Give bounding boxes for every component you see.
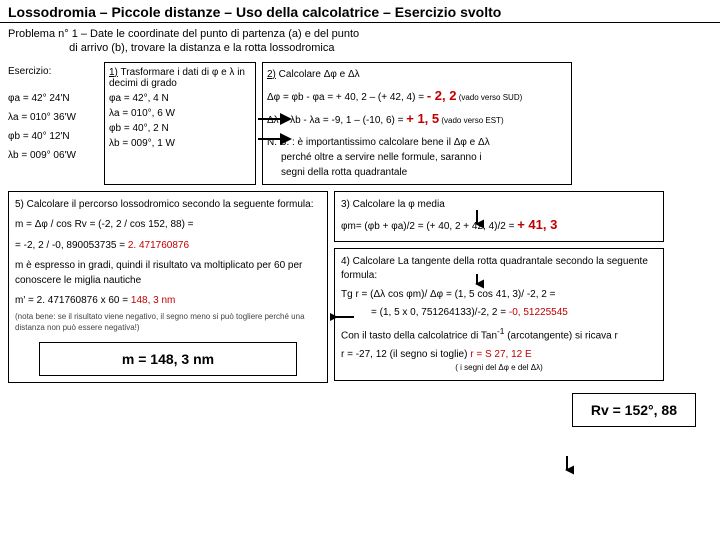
- step4-title: 4) Calcolare La tangente della rotta qua…: [341, 255, 657, 284]
- arrow-icon: [560, 456, 574, 476]
- lambda-a: λa = 010° 36'W: [8, 108, 98, 127]
- arrow-icon: [258, 132, 296, 146]
- step4-r1b: r = S 27, 12 E: [470, 349, 531, 360]
- step4-rnote: ( i segni del Δφ e del Δλ): [341, 362, 657, 374]
- step1-lb: λb = 009°, 1 W: [109, 138, 251, 149]
- dphi-note: (vado verso SUD): [456, 93, 522, 102]
- step1-phib: φb = 40°, 2 N: [109, 123, 251, 134]
- step-4-box: 4) Calcolare La tangente della rotta qua…: [334, 248, 664, 381]
- step4-r1a: r = -27, 12 (il segno si toglie): [341, 349, 470, 360]
- step2-num: 2): [267, 69, 276, 80]
- dphi-value: - 2, 2: [427, 88, 457, 103]
- dlambda-value: + 1, 5: [406, 111, 439, 126]
- step4-f2b: -0, 51225545: [509, 307, 568, 318]
- step4-f2a: = (1, 5 x 0, 751264133)/-2, 2 =: [371, 307, 509, 318]
- exercise-data: Esercizio: φa = 42° 24'N λa = 010° 36'W …: [8, 62, 98, 185]
- arrow-icon: [470, 210, 484, 230]
- step5-note: (nota bene: se il risultato viene negati…: [15, 309, 321, 336]
- nb-line2: perché oltre a servire nelle formule, sa…: [267, 150, 567, 165]
- step-5-box: 5) Calcolare il percorso lossodromico se…: [8, 191, 328, 383]
- step5-f1: m = Δφ / cos Rv = (-2, 2 / cos 152, 88) …: [15, 218, 321, 233]
- exercise-label: Esercizio:: [8, 62, 98, 81]
- problem-statement: Problema n° 1 – Date le coordinate del p…: [0, 23, 720, 60]
- step1-num: 1): [109, 67, 118, 78]
- step-2-box: 2) Calcolare Δφ e Δλ Δφ = φb - φa = + 40…: [262, 62, 572, 185]
- arrow-icon: [258, 112, 296, 126]
- step2-title: Calcolare Δφ e Δλ: [276, 69, 360, 80]
- subtitle-line1: Problema n° 1 – Date le coordinate del p…: [8, 28, 359, 40]
- step1-la: λa = 010°, 6 W: [109, 108, 251, 119]
- phi-b: φb = 40° 12'N: [8, 127, 98, 146]
- step5-f2a: = -2, 2 / -0, 890053735 =: [15, 240, 128, 251]
- step3-formula: φm= (φb + φa)/2 = (+ 40, 2 + 42, 4)/2 =: [341, 221, 517, 232]
- step5-f3b: 148, 3 nm: [131, 295, 175, 306]
- step1-title: Trasformare i dati di φ e λ in decimi di…: [109, 67, 245, 89]
- arrow-icon: [330, 310, 354, 324]
- step3-title: 3) Calcolare la φ media: [341, 198, 657, 213]
- step4-t1b: (arcotangente) si ricava r: [504, 330, 617, 341]
- subtitle-line2: di arrivo (b), trovare la distanza e la …: [69, 42, 334, 54]
- step4-t1a: Con il tasto della calcolatrice di Tan: [341, 330, 497, 341]
- result-m-box: m = 148, 3 nm: [39, 342, 297, 376]
- nb-line3: segni della rotta quadrantale: [267, 165, 567, 180]
- step3-value: + 41, 3: [517, 217, 557, 232]
- step5-f2b: 2. 471760876: [128, 240, 189, 251]
- step5-text: m è espresso in gradi, quindi il risulta…: [15, 259, 321, 288]
- dphi-formula: Δφ = φb - φa = + 40, 2 – (+ 42, 4) =: [267, 92, 427, 103]
- lambda-b: λb = 009° 06'W: [8, 146, 98, 165]
- page-title: Lossodromia – Piccole distanze – Uso del…: [0, 0, 720, 23]
- step5-title: 5) Calcolare il percorso lossodromico se…: [15, 198, 321, 213]
- step-1-box: 1) Trasformare i dati di φ e λ in decimi…: [104, 62, 256, 185]
- step-3-box: 3) Calcolare la φ media φm= (φb + φa)/2 …: [334, 191, 664, 242]
- step4-f1: Tg r = (Δλ cos φm)/ Δφ = (1, 5 cos 41, 3…: [341, 288, 657, 303]
- result-rv-box: Rv = 152°, 88: [572, 393, 696, 427]
- step1-phia: φa = 42°, 4 N: [109, 93, 251, 104]
- dlambda-note: (vado verso EST): [439, 116, 503, 125]
- step5-f3a: m' = 2. 471760876 x 60 =: [15, 295, 131, 306]
- phi-a: φa = 42° 24'N: [8, 89, 98, 108]
- nb-line1: N. B. : è importantissimo calcolare bene…: [267, 135, 567, 150]
- arrow-icon: [470, 274, 484, 290]
